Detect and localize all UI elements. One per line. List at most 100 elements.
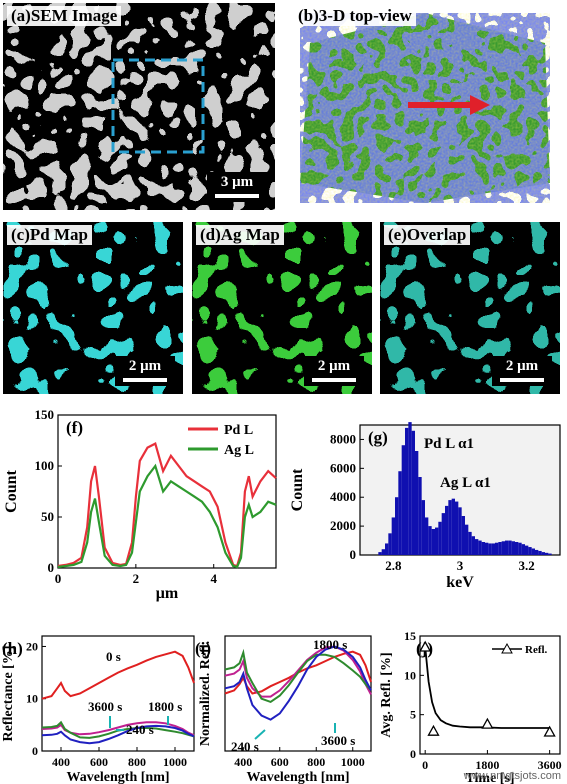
y-tick-label: 10 bbox=[26, 692, 38, 706]
spectrum-bar bbox=[521, 544, 525, 555]
y-axis-label: Avg. Refl. [%] bbox=[379, 652, 394, 737]
spectrum-bar bbox=[428, 526, 432, 555]
spectrum-bar bbox=[495, 542, 499, 555]
y-axis-label: Count bbox=[289, 468, 306, 511]
x-tick-label: 2.8 bbox=[385, 558, 402, 573]
x-tick-label: 3 bbox=[457, 558, 464, 573]
panel-label-c: (c)Pd Map bbox=[7, 225, 92, 245]
spectrum-bar bbox=[471, 536, 475, 555]
spectrum-bar bbox=[505, 540, 509, 555]
peak-annotation-ag: Ag L α1 bbox=[440, 475, 491, 491]
spectrum-bar bbox=[415, 451, 419, 555]
spectrum-bar bbox=[518, 542, 522, 555]
y-tick-label: 100 bbox=[35, 458, 55, 473]
spectrum-bar bbox=[485, 542, 489, 555]
spectrum-bar bbox=[508, 540, 512, 555]
x-tick-label: 1800 bbox=[475, 758, 499, 772]
panel-label-b: (b)3-D top-view bbox=[294, 6, 416, 26]
spectrum-bar bbox=[445, 505, 449, 555]
chart-h-reflectance: 400 600 800 1000 0 10 20 Wavelength [nm] Reflect… bbox=[1, 635, 195, 784]
panel-label-e: (e)Overlap bbox=[384, 225, 471, 245]
spectrum-bar bbox=[538, 550, 542, 555]
y-tick-label: 0 bbox=[48, 560, 55, 575]
annotation-0s: 0 s bbox=[106, 649, 121, 664]
spectrum-bar bbox=[455, 501, 459, 555]
y-tick-label: 0 bbox=[32, 744, 38, 758]
data-point bbox=[427, 724, 440, 736]
spectrum-bar bbox=[511, 541, 515, 555]
sem-image-texture bbox=[3, 3, 275, 210]
series-line-ag-l bbox=[57, 463, 277, 569]
spectrum-bar bbox=[541, 552, 545, 555]
spectrum-bar bbox=[381, 549, 385, 555]
plot-frame bbox=[41, 635, 195, 752]
annotation-1800s: 1800 s bbox=[313, 637, 347, 652]
spectrum-bar bbox=[438, 521, 442, 555]
legend-label: Ag L bbox=[224, 443, 254, 458]
x-axis-label: μm bbox=[156, 585, 179, 602]
fit-curve bbox=[424, 646, 550, 729]
overlap-map-panel: (e)Overlap 2 μm bbox=[380, 222, 560, 394]
y-axis-label: Reflectance [%] bbox=[1, 645, 16, 741]
3d-view-panel: (b)3-D top-view bbox=[290, 3, 560, 210]
series-line-240-s bbox=[224, 645, 372, 721]
panel-label-d: (d)Ag Map bbox=[196, 225, 284, 245]
spectrum-bar bbox=[461, 516, 465, 555]
y-tick-label: 10 bbox=[404, 668, 416, 682]
panel-label: (g) bbox=[368, 428, 388, 447]
ag-map-panel: (d)Ag Map 2 μm bbox=[192, 222, 372, 394]
y-tick-label: 5 bbox=[410, 708, 416, 722]
spectrum-bar bbox=[481, 542, 485, 555]
series-line-3600-s bbox=[224, 648, 372, 704]
scale-bar-e: 2 μm bbox=[492, 356, 552, 386]
y-axis-label: Normalized. Refl. bbox=[198, 641, 213, 746]
annotation-3600s: 3600 s bbox=[88, 699, 122, 714]
y-tick-label: 0 bbox=[410, 747, 416, 761]
y-tick-label: 8000 bbox=[330, 431, 356, 446]
x-tick-label: 800 bbox=[128, 755, 146, 769]
scale-bar-a: 3 μm bbox=[207, 172, 267, 202]
x-tick-label: 0 bbox=[55, 571, 62, 586]
spectrum-bar bbox=[448, 500, 452, 555]
x-axis-label: Time [s] bbox=[465, 771, 514, 784]
spectrum-bar bbox=[468, 531, 472, 555]
legend-marker bbox=[501, 642, 513, 654]
spectrum-bar bbox=[528, 547, 532, 555]
spectrum-bar bbox=[458, 507, 462, 555]
legend-label: Pd L bbox=[224, 423, 253, 438]
y-tick-label: 50 bbox=[41, 509, 54, 524]
spectrum-bar bbox=[435, 527, 439, 555]
series-line-1800-s bbox=[224, 645, 372, 698]
spectrum-bar bbox=[395, 497, 399, 555]
scale-bar-c: 2 μm bbox=[115, 356, 175, 386]
spectrum-bar bbox=[535, 549, 539, 555]
spectrum-bar bbox=[498, 542, 502, 555]
watermark: www.nmgtsjots.com bbox=[463, 770, 561, 782]
series-line-1800-s bbox=[41, 721, 195, 737]
series-line-0-s bbox=[41, 650, 195, 700]
x-tick-label: 2 bbox=[133, 571, 140, 586]
spectrum-bar bbox=[501, 541, 505, 555]
spectrum-bar bbox=[525, 545, 529, 555]
spectrum-bar bbox=[421, 500, 425, 555]
chart-f-line-profile: 0 2 4 0 50 100 150 μm Count (f) Pd L Ag L bbox=[3, 407, 277, 602]
pd-map-panel: (c)Pd Map 2 μm bbox=[3, 222, 183, 394]
zoom-region-box bbox=[111, 58, 205, 154]
panel-label: (f) bbox=[66, 418, 83, 437]
y-tick-label: 150 bbox=[35, 407, 55, 422]
x-tick-label: 800 bbox=[307, 755, 325, 769]
x-tick-label: 600 bbox=[90, 755, 108, 769]
x-tick-label: 3.2 bbox=[519, 558, 535, 573]
data-point bbox=[419, 640, 432, 652]
annotation-arrow bbox=[254, 729, 266, 740]
data-point bbox=[481, 717, 494, 729]
panel-label-a: (a)SEM Image bbox=[7, 6, 122, 26]
y-axis-label: Count bbox=[3, 469, 20, 512]
spectrum-bar bbox=[515, 542, 519, 555]
spectrum-bar bbox=[425, 517, 429, 555]
ag-map-texture bbox=[192, 222, 372, 394]
spectrum-bar bbox=[475, 539, 479, 555]
annotation-3600s: 3600 s bbox=[321, 733, 355, 748]
chart-g-eds-spectrum: 2.8 3 3.2 0 2000 4000 6000 8000 keV Count (g) Pd L … bbox=[289, 422, 561, 591]
spectrum-bar bbox=[408, 422, 412, 555]
